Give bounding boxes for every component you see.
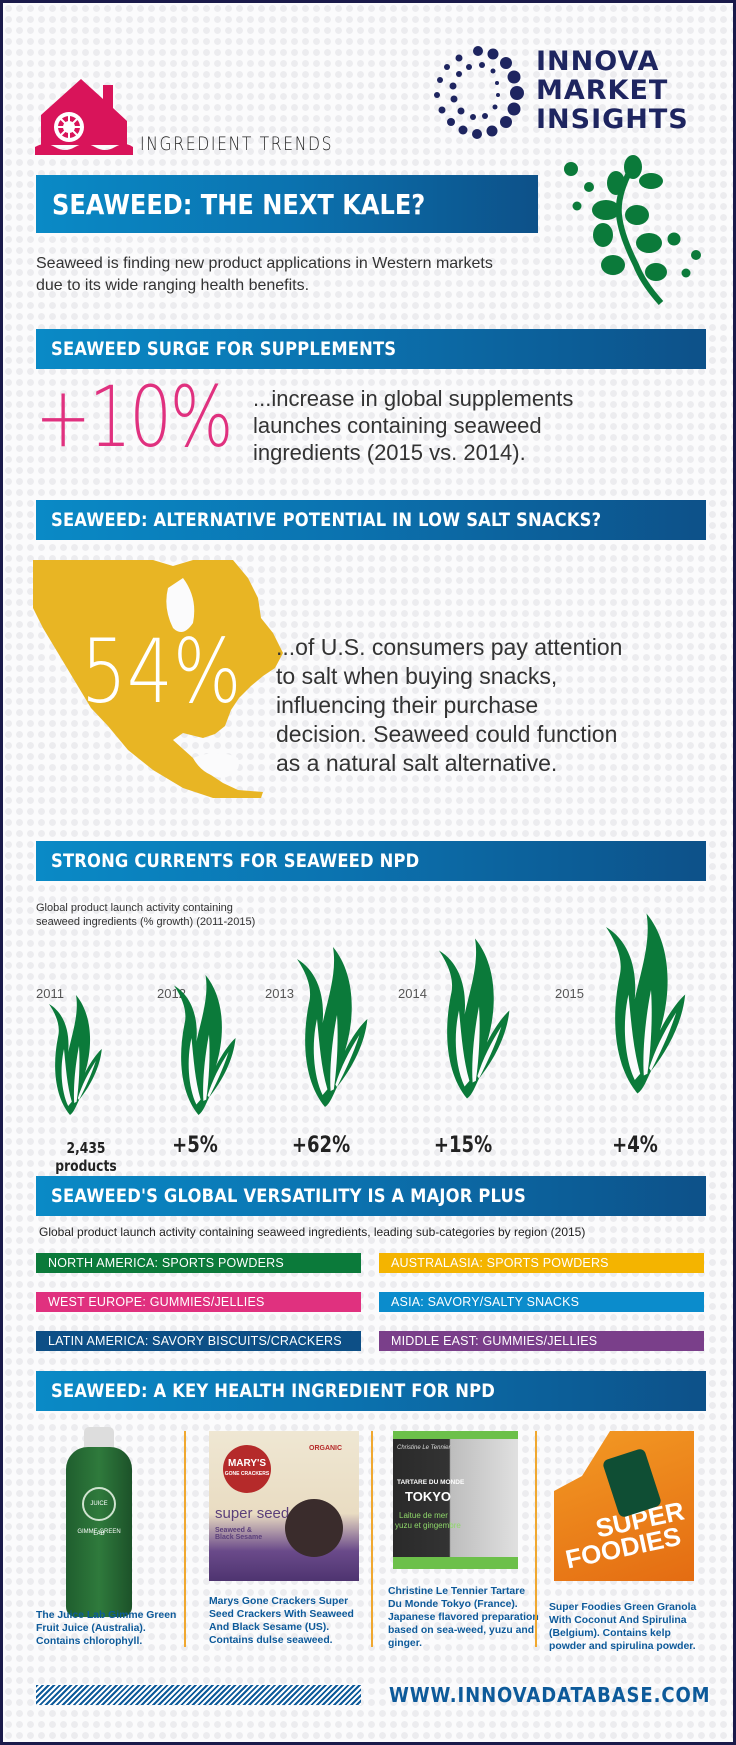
text-line: as a natural salt alternative. — [276, 750, 558, 776]
pack-label: yuzu et gingembre — [395, 1521, 461, 1530]
brand-line-1: INNOVA — [536, 46, 660, 77]
product-image-granola: SUPER FOODIES — [554, 1431, 694, 1581]
product-image-tartare: Christine Le Tennier TARTARE DU MONDE TO… — [393, 1431, 518, 1569]
pack-label: TOKYO — [405, 1489, 451, 1504]
brand-line-2: MARKET — [536, 75, 669, 106]
section-heading-text: SEAWEED'S GLOBAL VERSATILITY IS A MAJOR … — [51, 1185, 526, 1207]
year-label: 2013 — [265, 986, 294, 1001]
pack-label: Black Sesame — [215, 1534, 263, 1541]
year-label: 2011 — [36, 986, 64, 1001]
growth-label: +4% — [612, 1133, 658, 1158]
product-image-juice: JUICE LAB GIMME GREEN — [66, 1447, 132, 1617]
product-card-juice-lab: JUICE LAB GIMME GREEN The Juice Lab Gimm… — [36, 1423, 186, 1653]
section-heading-health: SEAWEED: A KEY HEALTH INGREDIENT FOR NPD — [36, 1371, 706, 1411]
product-image-crackers: MARY'S GONE CRACKERS ORGANIC super seed … — [209, 1431, 359, 1581]
regions-caption: Global product launch activity containin… — [39, 1225, 586, 1239]
product-description: The Juice Lab Gimme Green Fruit Juice (A… — [36, 1610, 177, 1647]
pack-label: Seaweed & Black Sesame — [215, 1527, 262, 1541]
growth-label: +62% — [291, 1133, 351, 1158]
diagonal-stripes — [36, 1685, 361, 1705]
text-line: to salt when buying snacks, — [276, 663, 558, 689]
page-title: SEAWEED: THE NEXT KALE? — [36, 175, 538, 233]
product-description: Marys Gone Crackers Super Seed Crackers … — [209, 1596, 354, 1646]
region-tag-australasia: AUSTRALASIA: SPORTS POWDERS — [379, 1253, 704, 1273]
page-title-text: SEAWEED: THE NEXT KALE? — [52, 187, 426, 221]
intro-text: Seaweed is finding new product applicati… — [36, 255, 493, 294]
bottle-cap — [84, 1427, 114, 1449]
section-heading-text: SEAWEED: A KEY HEALTH INGREDIENT FOR NPD — [51, 1380, 496, 1402]
pack-label: Christine Le Tennier — [397, 1445, 451, 1451]
pack-band — [393, 1431, 518, 1439]
product-divider — [535, 1431, 537, 1647]
supplements-stat: +10% — [35, 368, 233, 466]
supplements-text: ...increase in global supplements launch… — [253, 385, 573, 466]
product-description: Super Foodies Green Granola With Coconut… — [549, 1602, 697, 1652]
product-card-super-foodies: SUPER FOODIES Super Foodies Green Granol… — [549, 1423, 699, 1653]
brand-name: INNOVA MARKET INSIGHTS — [536, 47, 689, 134]
section-heading-text: SEAWEED: ALTERNATIVE POTENTIAL IN LOW SA… — [51, 509, 602, 531]
growth-label: 2,435 products — [55, 1139, 117, 1175]
section-heading-text: SEAWEED SURGE FOR SUPPLEMENTS — [51, 338, 397, 360]
pack-label: ORGANIC — [309, 1445, 343, 1452]
year-label: 2014 — [398, 986, 427, 1001]
product-description: Christine Le Tennier Tartare Du Monde To… — [388, 1586, 539, 1649]
chart-caption: Global product launch activity containin… — [36, 901, 255, 929]
seaweed-frond-icon — [297, 947, 368, 1107]
section-heading-supplements: SEAWEED SURGE FOR SUPPLEMENTS — [36, 329, 706, 369]
section-heading-versatility: SEAWEED'S GLOBAL VERSATILITY IS A MAJOR … — [36, 1176, 706, 1216]
pack-label: GIMME GREEN — [77, 1529, 121, 1535]
text-line: launches containing seaweed — [253, 413, 542, 438]
section-label: INGREDIENT TRENDS — [140, 133, 334, 155]
product-divider — [184, 1431, 186, 1647]
north-america-map — [33, 560, 283, 798]
brand-line-3: INSIGHTS — [536, 104, 689, 135]
product-divider — [371, 1431, 373, 1647]
pack-label: MARY'S — [227, 1458, 267, 1469]
caption-line: seaweed ingredients (% growth) (2011-201… — [36, 916, 256, 928]
watermill-house-icon — [35, 79, 133, 155]
salt-stat: 54% — [81, 620, 242, 723]
growth-label: +5% — [172, 1133, 218, 1158]
infographic-page: INGREDIENT TRENDS INNOVA MARKET INSIGHTS… — [3, 3, 733, 1742]
year-label: 2015 — [555, 986, 584, 1001]
seaweed-branch-icon — [564, 155, 701, 305]
website-link[interactable]: WWW.INNOVADATABASE.COM — [389, 1683, 711, 1707]
pack-label: TARTARE DU MONDE — [397, 1479, 465, 1486]
region-tag-west-europe: WEST EUROPE: GUMMIES/JELLIES — [36, 1292, 361, 1312]
region-tag-asia: ASIA: SAVORY/SALTY SNACKS — [379, 1292, 704, 1312]
pack-label: Laitue de mer — [399, 1511, 448, 1520]
section-heading-text: STRONG CURRENTS FOR SEAWEED NPD — [51, 850, 420, 872]
region-tag-latin-america: LATIN AMERICA: SAVORY BISCUITS/CRACKERS — [36, 1331, 361, 1351]
pack-label: Seaweed & — [215, 1527, 252, 1534]
pack-band — [393, 1557, 518, 1569]
salt-text: ...of U.S. consumers pay attention to sa… — [276, 633, 622, 778]
text-line: influencing their purchase — [276, 692, 539, 718]
text-line: ...of U.S. consumers pay attention — [276, 634, 623, 660]
region-tag-middle-east: MIDDLE EAST: GUMMIES/JELLIES — [379, 1331, 704, 1351]
seaweed-frond-icon — [174, 975, 236, 1115]
dot-circle-logo-icon — [434, 46, 524, 139]
text-line: ...increase in global supplements — [253, 386, 574, 411]
pack-logo: MARY'S GONE CRACKERS — [223, 1445, 271, 1493]
text-line: decision. Seaweed could function — [276, 721, 618, 747]
section-heading-npd: STRONG CURRENTS FOR SEAWEED NPD — [36, 841, 706, 881]
cracker-image — [285, 1499, 343, 1557]
seaweed-frond-icon — [606, 913, 686, 1094]
region-tag-north-america: NORTH AMERICA: SPORTS POWDERS — [36, 1253, 361, 1273]
product-card-tartare-tokyo: Christine Le Tennier TARTARE DU MONDE TO… — [388, 1423, 539, 1653]
seaweed-frond-icon — [439, 938, 510, 1099]
growth-label: +15% — [433, 1133, 493, 1158]
pack-label: super seed — [215, 1505, 290, 1522]
caption-line: Global product launch activity containin… — [36, 902, 233, 914]
section-heading-salt: SEAWEED: ALTERNATIVE POTENTIAL IN LOW SA… — [36, 500, 706, 540]
seaweed-frond-icon — [49, 995, 102, 1115]
pack-label: JUICE LAB — [82, 1487, 116, 1537]
product-card-marys-crackers: MARY'S GONE CRACKERS ORGANIC super seed … — [209, 1423, 359, 1653]
pack-label: GONE CRACKERS — [224, 1471, 270, 1477]
text-line: ingredients (2015 vs. 2014). — [253, 440, 526, 465]
